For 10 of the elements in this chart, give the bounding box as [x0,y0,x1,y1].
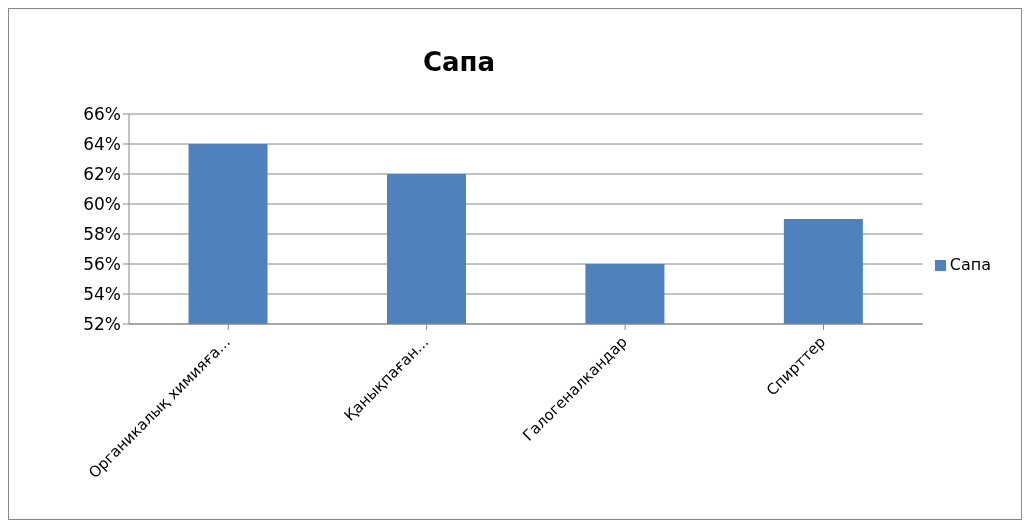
y-tick-label: 54% [83,284,121,305]
y-tick-label: 66% [83,104,121,125]
y-tick-label: 52% [83,314,121,335]
y-tick-label: 56% [83,254,121,275]
y-tick-label: 60% [83,194,121,215]
y-tick-label: 62% [83,164,121,185]
legend-label: Сапа [949,254,991,274]
chart-title: Сапа [421,47,497,77]
y-tick-label: 64% [83,134,121,155]
y-tick-label: 58% [83,224,121,245]
